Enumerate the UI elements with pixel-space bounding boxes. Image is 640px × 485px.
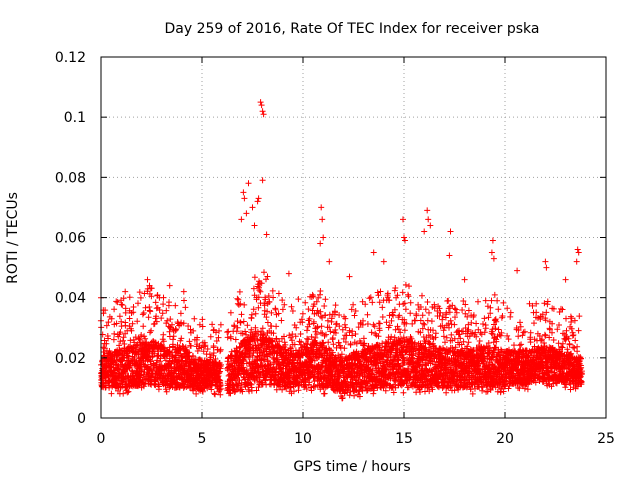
chart-background	[0, 0, 640, 480]
